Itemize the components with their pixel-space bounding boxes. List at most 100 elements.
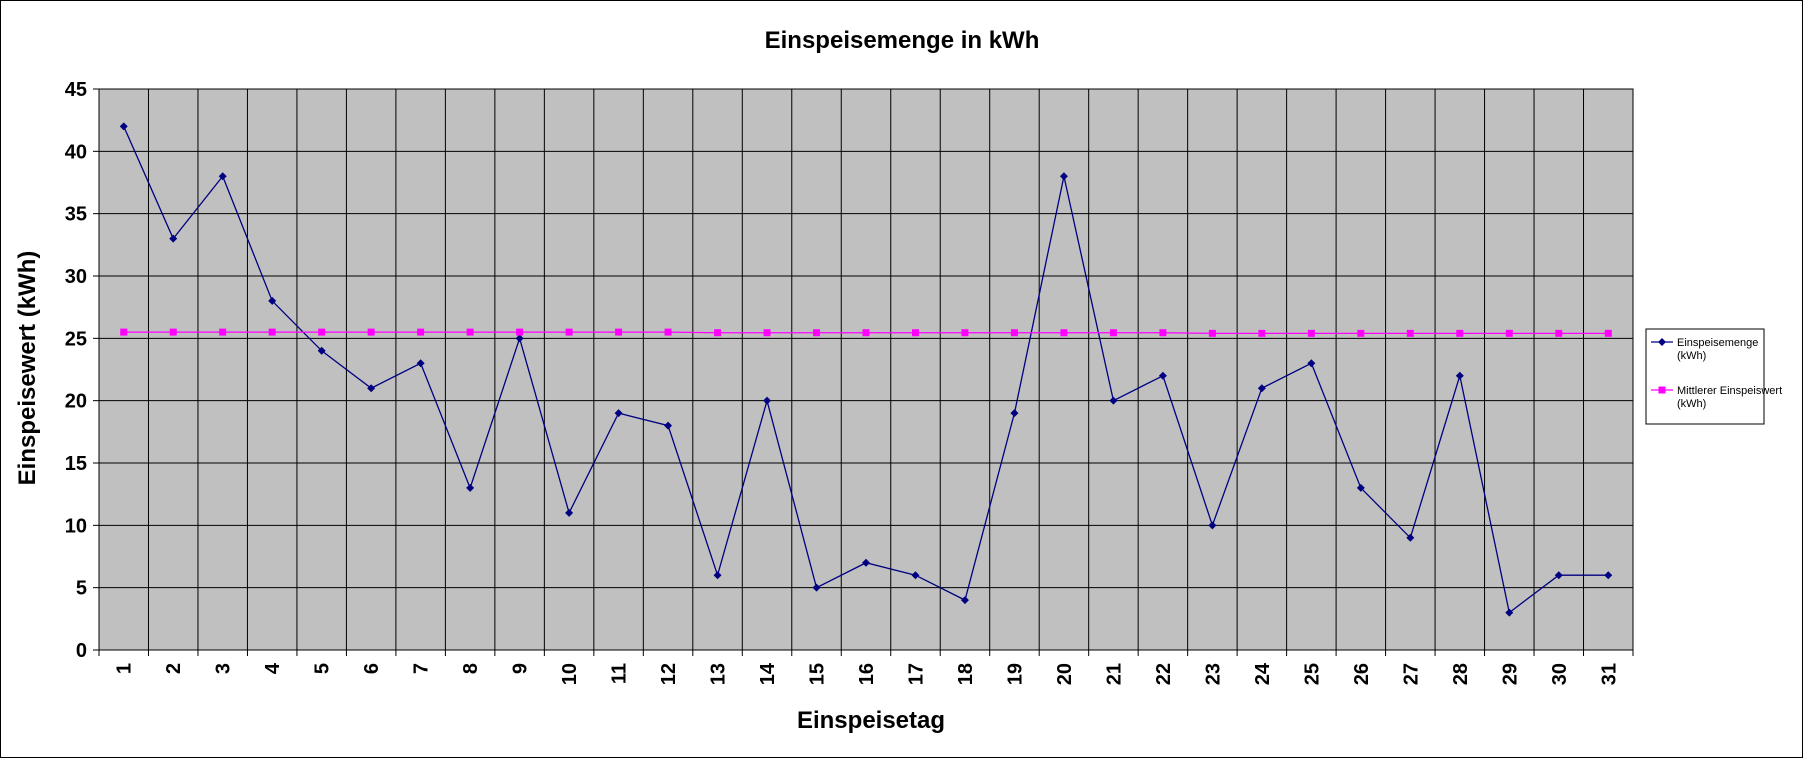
- data-point: [1059, 172, 1068, 181]
- x-tick-labels: 1 2 3 4 5 6 7 8 9 10 11 12 13 14 15 16 17 18 19 20 21 22 23 24 2…: [114, 662, 1621, 685]
- data-point: [317, 346, 326, 355]
- y-tick-label: 40: [65, 141, 87, 163]
- legend-swatch-marker: [1658, 338, 1666, 346]
- series: [119, 122, 1613, 617]
- x-tick-label: 16: [856, 663, 878, 685]
- data-point: [268, 328, 276, 336]
- legend-label: (kWh): [1677, 350, 1706, 362]
- y-axis-label: Einspeisewert (kWh): [14, 251, 41, 486]
- x-tick-label: 21: [1103, 663, 1125, 685]
- data-point: [367, 384, 376, 393]
- data-point: [862, 558, 870, 567]
- x-tick-label: 13: [708, 663, 730, 685]
- data-point: [1208, 521, 1217, 530]
- data-point: [960, 596, 969, 605]
- data-point: [714, 329, 722, 337]
- data-point: [119, 122, 128, 131]
- x-tick-label: 3: [213, 663, 235, 674]
- data-point: [169, 234, 178, 243]
- data-point: [1010, 409, 1019, 418]
- data-point: [813, 329, 821, 337]
- x-tick-label: 1: [114, 663, 136, 674]
- data-point: [1010, 329, 1018, 337]
- data-point: [763, 329, 771, 337]
- series-1: [119, 122, 1613, 617]
- plot-area: [99, 89, 1633, 650]
- x-tick-label: 17: [905, 663, 927, 685]
- data-point: [1307, 329, 1315, 337]
- y-tick-labels: 0 5 10 15 20 25 30 35 40 45: [65, 79, 87, 662]
- data-point: [1505, 608, 1514, 617]
- y-tick-label: 20: [65, 391, 87, 413]
- data-point: [812, 583, 821, 592]
- y-tick-label: 5: [76, 578, 87, 600]
- data-point: [1554, 571, 1563, 580]
- data-point: [120, 328, 128, 336]
- data-point: [515, 334, 524, 343]
- data-point: [417, 328, 425, 336]
- data-point: [911, 329, 919, 337]
- legend-label: (kWh): [1677, 398, 1706, 410]
- y-tick-label: 15: [65, 453, 87, 475]
- data-point: [1158, 371, 1167, 380]
- data-point: [1406, 533, 1415, 542]
- x-tick-label: 23: [1202, 663, 1224, 685]
- x-tick-label: 22: [1153, 663, 1175, 685]
- legend-box: [1645, 328, 1765, 425]
- series-2: [120, 328, 1612, 337]
- x-tick-label: 31: [1598, 663, 1620, 685]
- legend-label: Einspeisemenge: [1677, 337, 1758, 349]
- x-tick-label: 20: [1054, 663, 1076, 685]
- y-tick-label: 45: [65, 79, 87, 101]
- data-point: [367, 328, 375, 336]
- y-tick-label: 25: [65, 328, 87, 350]
- data-point: [862, 329, 870, 337]
- data-point: [961, 329, 969, 337]
- data-point: [516, 328, 524, 336]
- data-point: [466, 483, 475, 492]
- data-point: [169, 328, 177, 336]
- x-tick-label: 9: [510, 663, 532, 674]
- x-tick-label: 7: [411, 663, 433, 674]
- x-tick-label: 27: [1400, 663, 1422, 685]
- data-point: [911, 571, 920, 580]
- data-point: [1356, 483, 1365, 492]
- legend-swatch-marker: [1658, 386, 1666, 394]
- chart-title: Einspeisemenge in kWh: [765, 27, 1040, 54]
- data-point: [318, 328, 326, 336]
- x-tick-label: 15: [807, 663, 829, 685]
- y-tick-label: 30: [65, 266, 87, 288]
- x-tick-label: 25: [1301, 663, 1323, 685]
- data-point: [565, 508, 574, 517]
- data-point: [1109, 329, 1117, 337]
- axes: [93, 88, 1634, 656]
- legend-items: Einspeisemenge(kWh)Mittlerer Einspeiswer…: [1651, 337, 1782, 410]
- x-tick-label: 14: [757, 662, 779, 685]
- y-tick-label: 10: [65, 515, 87, 537]
- data-point: [466, 328, 474, 336]
- data-point: [1357, 329, 1365, 337]
- data-point: [1258, 329, 1266, 337]
- data-point: [1604, 571, 1613, 580]
- data-point: [1159, 329, 1167, 337]
- x-tick-label: 18: [955, 663, 977, 685]
- x-tick-label: 4: [262, 662, 284, 674]
- data-point: [1109, 396, 1118, 405]
- data-point: [218, 172, 227, 181]
- data-point: [1505, 329, 1513, 337]
- data-point: [1406, 329, 1414, 337]
- data-point: [1455, 371, 1464, 380]
- x-tick-label: 8: [460, 663, 482, 674]
- plot-border: [98, 88, 1634, 651]
- y-tick-label: 35: [65, 204, 87, 226]
- x-tick-label: 11: [609, 663, 631, 684]
- data-point: [713, 571, 722, 580]
- data-point: [1604, 329, 1612, 337]
- legend: Einspeisemenge(kWh)Mittlerer Einspeiswer…: [1645, 328, 1782, 425]
- data-point: [664, 421, 673, 430]
- data-point: [268, 296, 277, 305]
- data-point: [615, 328, 623, 336]
- x-tick-label: 2: [163, 663, 185, 674]
